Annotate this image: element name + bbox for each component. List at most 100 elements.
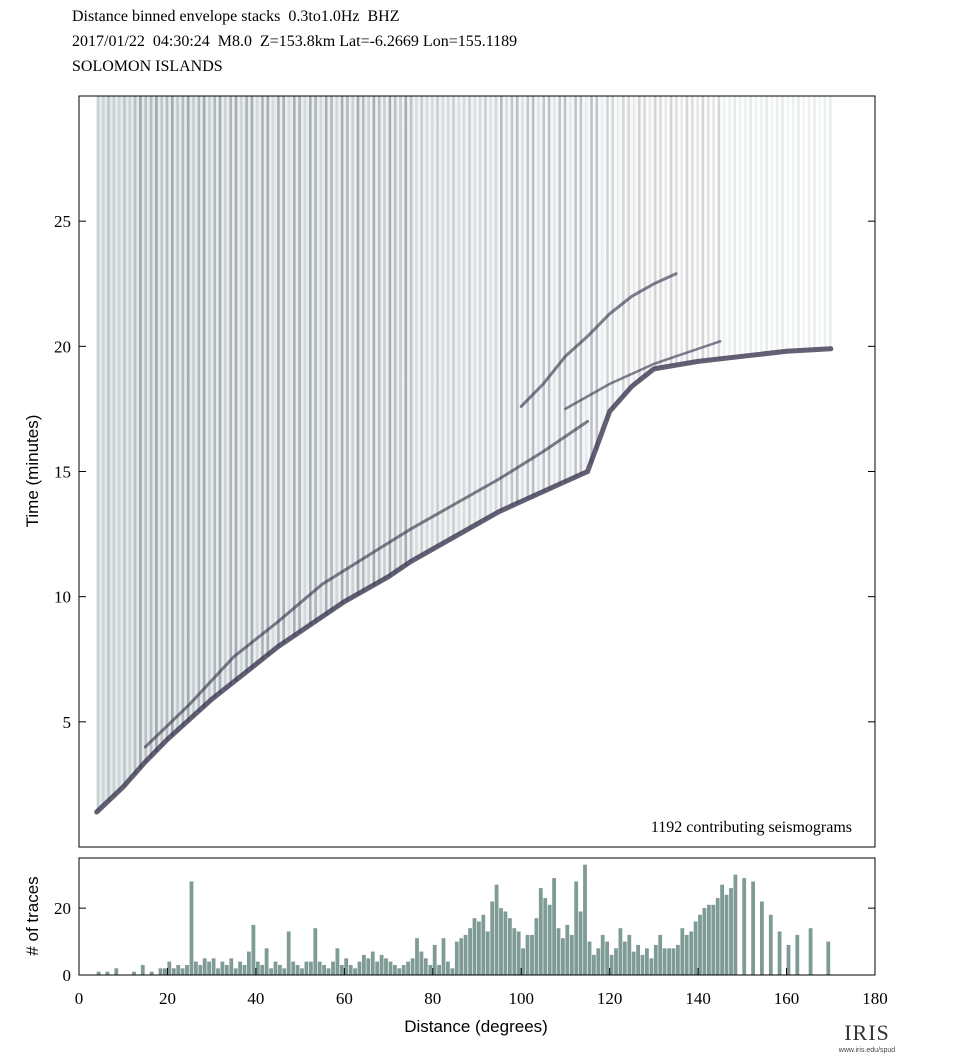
histogram-bar: [742, 878, 747, 975]
station-streak: [653, 96, 657, 369]
histogram-bar: [198, 965, 203, 975]
station-streak: [823, 96, 827, 350]
histogram-bar: [309, 961, 313, 975]
station-streak: [802, 96, 806, 351]
histogram-bar: [158, 968, 163, 975]
station-streak: [393, 96, 397, 573]
histogram-bar: [693, 921, 698, 975]
histogram-bar: [388, 961, 393, 975]
station-streak: [133, 96, 137, 775]
main-y-tick-label: 25: [54, 212, 71, 231]
station-streak: [590, 96, 593, 465]
station-streak: [181, 96, 185, 727]
station-streak: [240, 96, 243, 677]
x-tick-label: 60: [336, 989, 353, 1008]
histogram-bar: [295, 965, 300, 975]
station-streak: [462, 96, 466, 533]
station-streak: [324, 96, 328, 615]
station-streak: [775, 96, 779, 353]
histogram-bar: [317, 961, 322, 975]
histogram-bar: [472, 918, 477, 975]
histogram-bar: [516, 931, 521, 975]
histogram-bar: [379, 954, 384, 975]
station-streak: [584, 96, 588, 473]
station-streak: [160, 96, 163, 747]
histogram-bar: [715, 898, 720, 975]
histogram-bar: [269, 968, 273, 975]
histogram-bar: [729, 888, 733, 975]
station-streak: [648, 96, 652, 374]
station-streak: [213, 96, 216, 698]
station-streak: [622, 96, 625, 398]
histogram-bar: [428, 965, 433, 975]
histogram-bar: [140, 965, 145, 975]
histogram-bar: [684, 934, 689, 975]
histogram-bar: [720, 884, 724, 975]
station-streak: [144, 96, 147, 763]
histogram-bar: [777, 931, 782, 975]
histogram-bar: [375, 961, 380, 975]
station-streak: [208, 96, 211, 703]
histogram-bar: [423, 958, 428, 975]
histogram-bar: [477, 921, 481, 975]
arrival-curve-strong-later-phase: [143, 419, 590, 749]
histogram-bar: [176, 965, 181, 975]
histogram-bar: [605, 941, 609, 975]
histogram-bar: [264, 948, 269, 975]
histogram-bar: [689, 931, 694, 975]
x-tick-label: 100: [508, 989, 534, 1008]
histogram-bar: [251, 924, 256, 975]
arrival-curve-late-branch: [564, 340, 722, 411]
station-streak: [563, 96, 567, 483]
station-streak: [351, 96, 354, 598]
histogram-bar: [216, 968, 220, 975]
station-streak: [829, 96, 832, 349]
histogram-bar: [96, 971, 101, 975]
station-streak: [738, 96, 742, 357]
histogram-bar: [278, 965, 282, 975]
station-streak: [733, 96, 737, 358]
station-streak: [627, 96, 630, 392]
station-streak: [282, 96, 285, 644]
histogram-bar: [583, 864, 587, 975]
station-streak: [340, 96, 344, 605]
station-streak: [696, 96, 699, 362]
histogram-bar: [760, 901, 764, 975]
station-streak: [298, 96, 301, 633]
station-streak: [813, 96, 816, 350]
station-streak: [643, 96, 646, 378]
station-streak: [271, 96, 275, 652]
station-streak: [547, 96, 551, 490]
station-streak: [176, 96, 179, 732]
station-streak: [441, 96, 445, 545]
histogram-bar: [733, 874, 738, 975]
histogram-bar: [645, 948, 649, 975]
station-streak: [781, 96, 784, 352]
station-streak: [797, 96, 800, 351]
histogram-bar: [569, 934, 574, 975]
histogram-bar: [313, 928, 318, 975]
histogram-bar: [653, 944, 658, 975]
station-streak: [722, 96, 726, 359]
station-streak: [171, 96, 174, 737]
histogram-bar: [229, 958, 234, 975]
histogram-bar: [671, 948, 676, 975]
histogram-bar: [658, 934, 663, 975]
histogram-bar: [711, 904, 716, 975]
histogram-bar: [366, 958, 371, 975]
histogram-y-tick-label: 0: [63, 966, 72, 985]
station-streak: [261, 96, 264, 661]
station-streak: [685, 96, 689, 364]
station-streak: [468, 96, 471, 530]
histogram-bar: [622, 941, 627, 975]
histogram-bar: [238, 961, 242, 975]
histogram-bar: [370, 951, 375, 975]
histogram-bar: [446, 961, 450, 975]
x-tick-label: 0: [75, 989, 84, 1008]
station-streak: [595, 96, 599, 450]
histogram-bar: [415, 938, 419, 975]
station-streak: [250, 96, 254, 669]
station-streak: [102, 96, 105, 807]
histogram-bar: [751, 881, 755, 975]
station-streak: [791, 96, 795, 351]
